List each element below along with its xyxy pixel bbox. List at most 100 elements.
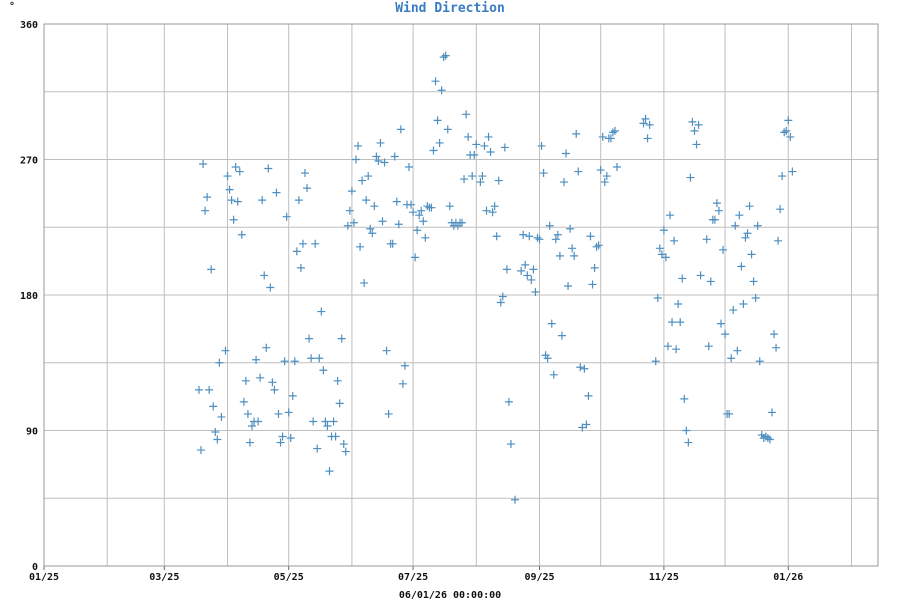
data-point bbox=[482, 206, 491, 215]
data-point bbox=[774, 236, 783, 245]
data-point bbox=[376, 138, 385, 147]
data-point bbox=[529, 265, 538, 274]
data-point bbox=[659, 226, 668, 235]
data-point bbox=[415, 211, 424, 220]
data-point bbox=[655, 244, 664, 253]
data-point bbox=[504, 397, 513, 406]
data-point bbox=[458, 218, 467, 227]
data-point bbox=[578, 423, 587, 432]
data-point bbox=[719, 245, 728, 254]
data-point bbox=[586, 232, 595, 241]
data-point bbox=[694, 120, 703, 129]
y-tick-labels: 0 90 180 270 360 bbox=[20, 20, 38, 573]
data-point bbox=[405, 163, 414, 172]
data-point bbox=[258, 196, 267, 205]
data-point bbox=[427, 203, 436, 212]
data-point bbox=[557, 331, 566, 340]
data-point bbox=[213, 435, 222, 444]
data-point bbox=[778, 172, 787, 181]
data-point bbox=[462, 110, 471, 119]
data-point bbox=[712, 199, 721, 208]
data-point bbox=[313, 444, 322, 453]
data-point bbox=[305, 334, 314, 343]
data-point bbox=[716, 319, 725, 328]
data-point bbox=[358, 176, 367, 185]
data-point bbox=[441, 51, 450, 60]
data-point bbox=[398, 379, 407, 388]
x-tick-label: 11/25 bbox=[649, 572, 679, 583]
x-tick-labels: 01/25 03/25 05/25 07/25 09/25 11/25 01/26 bbox=[29, 566, 803, 583]
data-point bbox=[537, 141, 546, 150]
data-point bbox=[243, 409, 252, 418]
data-point bbox=[688, 117, 697, 126]
data-point bbox=[296, 263, 305, 272]
data-point bbox=[543, 354, 552, 363]
data-point bbox=[307, 354, 316, 363]
data-points bbox=[194, 51, 797, 504]
data-point bbox=[678, 274, 687, 283]
data-point bbox=[272, 188, 281, 197]
data-point bbox=[486, 147, 495, 156]
data-point bbox=[241, 376, 250, 385]
data-point bbox=[266, 283, 275, 292]
data-point bbox=[572, 129, 581, 138]
data-point bbox=[429, 146, 438, 155]
data-point bbox=[323, 421, 332, 430]
data-point bbox=[315, 354, 324, 363]
data-point bbox=[209, 402, 218, 411]
data-point bbox=[292, 247, 301, 256]
data-point bbox=[653, 294, 662, 303]
chart-title: Wind Direction bbox=[395, 1, 505, 16]
data-point bbox=[199, 160, 208, 169]
data-point bbox=[319, 366, 328, 375]
data-point bbox=[751, 294, 760, 303]
data-point bbox=[786, 132, 795, 141]
x-tick-label: 01/26 bbox=[773, 572, 803, 583]
data-point bbox=[194, 385, 203, 394]
data-point bbox=[254, 417, 263, 426]
data-point bbox=[763, 434, 772, 443]
data-point bbox=[235, 167, 244, 176]
data-point bbox=[317, 307, 326, 316]
data-point bbox=[531, 287, 540, 296]
data-point bbox=[761, 432, 770, 441]
data-point bbox=[729, 306, 738, 315]
data-point bbox=[745, 202, 754, 211]
data-point bbox=[784, 116, 793, 125]
data-point bbox=[535, 235, 544, 244]
data-point bbox=[555, 251, 564, 260]
data-point bbox=[570, 251, 579, 260]
data-point bbox=[351, 155, 360, 164]
x-tick-label: 05/25 bbox=[274, 572, 304, 583]
data-point bbox=[641, 114, 650, 123]
data-point bbox=[598, 132, 607, 141]
data-point bbox=[203, 193, 212, 202]
y-axis-unit-label: ° bbox=[9, 1, 15, 12]
data-point bbox=[506, 440, 515, 449]
data-point bbox=[582, 420, 591, 429]
data-point bbox=[388, 239, 397, 248]
data-point bbox=[696, 271, 705, 280]
data-point bbox=[362, 196, 371, 205]
data-point bbox=[390, 152, 399, 161]
data-point bbox=[612, 163, 621, 172]
data-point bbox=[559, 178, 568, 187]
data-point bbox=[576, 363, 585, 372]
data-point bbox=[407, 200, 416, 209]
data-point bbox=[439, 53, 448, 62]
x-tick-label: 03/25 bbox=[149, 572, 179, 583]
data-point bbox=[551, 235, 560, 244]
plot-area-border bbox=[43, 23, 879, 567]
data-point bbox=[702, 235, 711, 244]
data-point bbox=[378, 217, 387, 226]
data-point bbox=[674, 300, 683, 309]
data-point bbox=[539, 169, 548, 178]
data-point bbox=[496, 298, 505, 307]
data-point bbox=[743, 229, 752, 238]
data-point bbox=[519, 230, 528, 239]
data-point bbox=[725, 409, 734, 418]
data-point bbox=[772, 343, 781, 352]
data-point bbox=[354, 141, 363, 150]
data-point bbox=[490, 202, 499, 211]
data-point bbox=[596, 166, 605, 175]
